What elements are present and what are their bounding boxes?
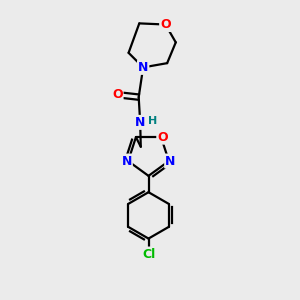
Text: N: N: [165, 154, 176, 168]
Text: O: O: [157, 130, 168, 144]
Text: N: N: [122, 154, 132, 168]
Text: N: N: [138, 61, 148, 74]
Text: Cl: Cl: [142, 248, 155, 260]
Text: O: O: [160, 18, 171, 31]
Text: O: O: [112, 88, 123, 101]
Text: H: H: [148, 116, 157, 126]
Text: N: N: [135, 116, 146, 129]
